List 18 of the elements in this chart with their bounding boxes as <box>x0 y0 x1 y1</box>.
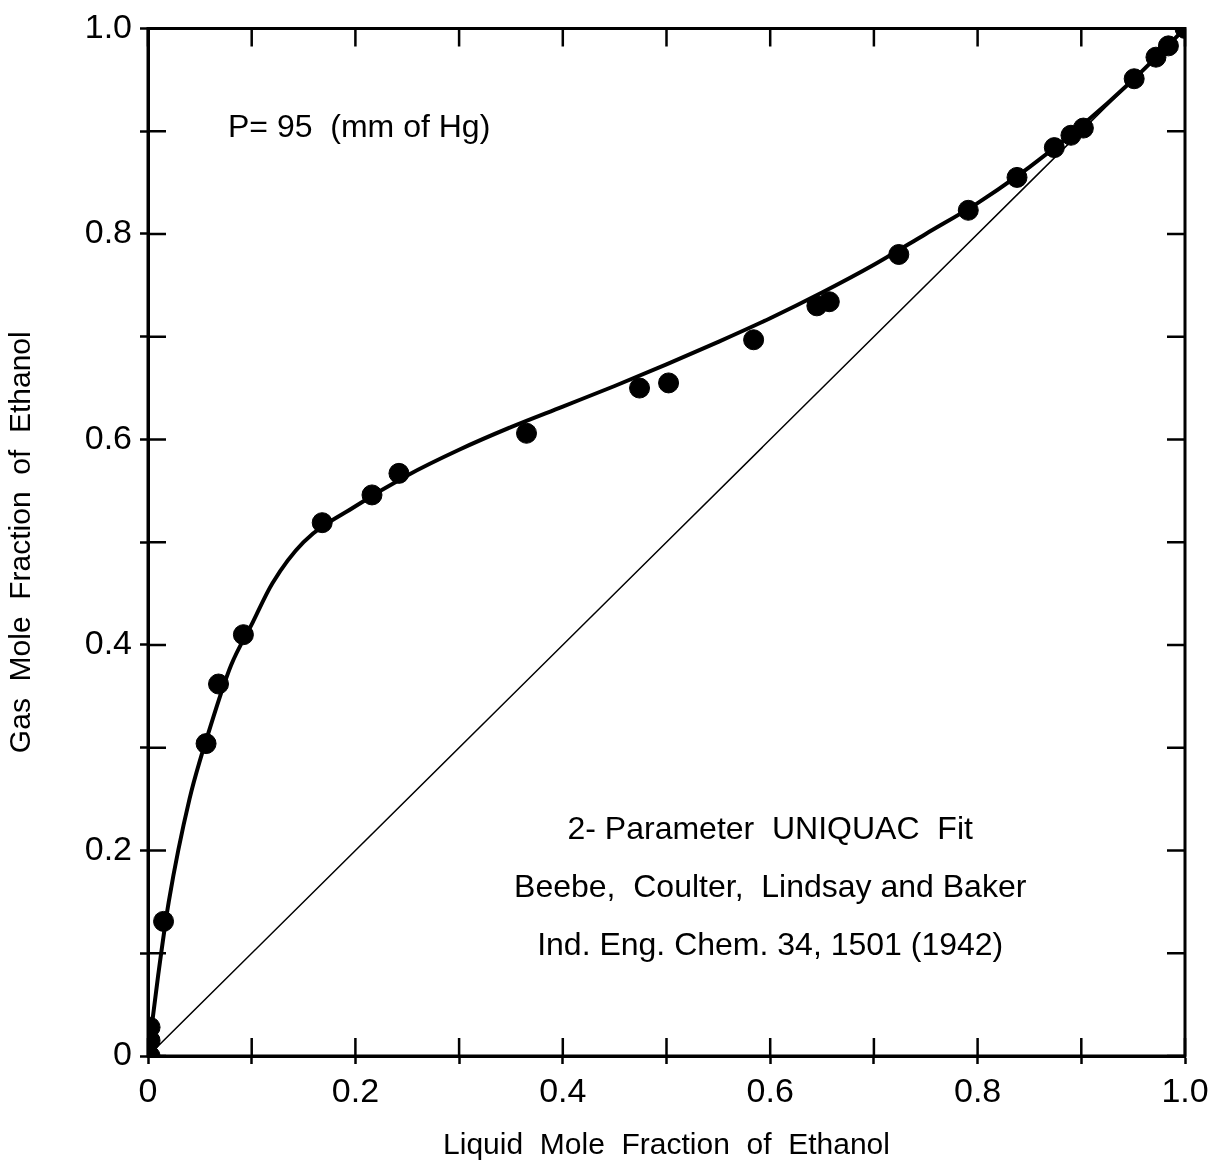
x-axis-title: Liquid Mole Fraction of Ethanol <box>443 1127 890 1161</box>
annotation: P= 95 (mm of Hg) <box>228 108 491 145</box>
annotation: Ind. Eng. Chem. 34, 1501 (1942) <box>537 925 1004 962</box>
y-tick-label: 0.8 <box>84 212 132 251</box>
annotation: 2- Parameter UNIQUAC Fit <box>567 809 974 846</box>
x-tick-label: 0.2 <box>331 1070 380 1109</box>
y-tick-label: 1.0 <box>84 6 132 45</box>
y-tick-label: 0.4 <box>84 623 132 662</box>
x-tick-label: 1.0 <box>1161 1070 1209 1109</box>
x-tick-label: 0.6 <box>746 1070 794 1109</box>
y-axis-title: Gas Mole Fraction of Ethanol <box>3 331 37 754</box>
x-tick-label: 0.8 <box>953 1070 1002 1109</box>
y-tick-label: 0.2 <box>84 828 132 867</box>
y-tick-label: 0.6 <box>84 417 132 456</box>
y-tick-label: 0 <box>113 1034 132 1073</box>
x-tick-label: 0.4 <box>539 1070 587 1109</box>
annotation: Beebe, Coulter, Lindsay and Baker <box>514 867 1027 904</box>
x-tick-label: 0 <box>138 1070 158 1109</box>
